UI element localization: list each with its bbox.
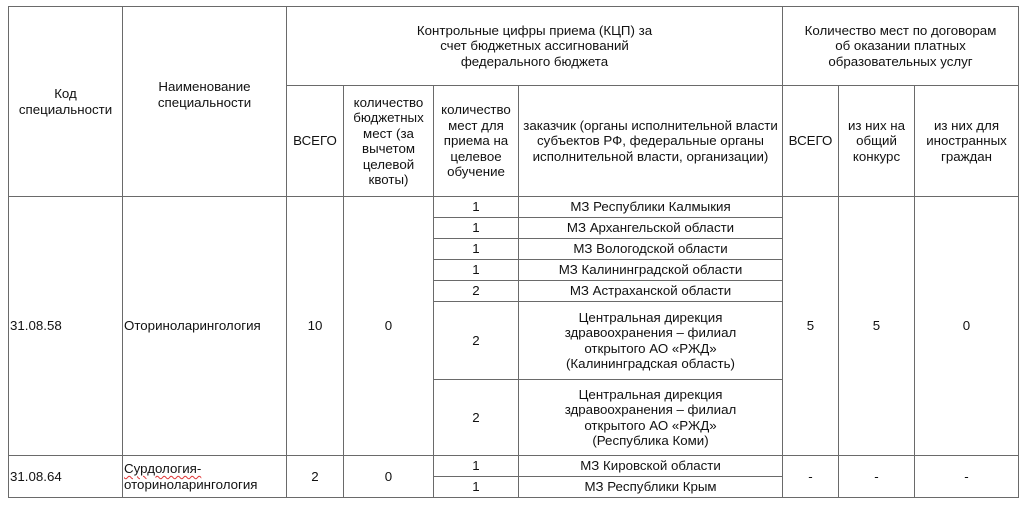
target-customer: МЗ Республики Крым bbox=[518, 476, 783, 498]
specialty-name-part2: оториноларингология bbox=[124, 476, 258, 492]
target-count: 2 bbox=[433, 301, 519, 380]
target-customer: МЗ Вологодской области bbox=[518, 238, 783, 260]
target-count: 1 bbox=[433, 455, 519, 477]
target-count: 2 bbox=[433, 280, 519, 302]
kcp-budget: 0 bbox=[343, 196, 434, 456]
target-customer: МЗ Республики Калмыкия bbox=[518, 196, 783, 218]
header-name: Наименование специальности bbox=[122, 6, 287, 197]
header-kcp-group: Контрольные цифры приема (КЦП) за счет б… bbox=[286, 6, 783, 86]
target-count: 1 bbox=[433, 196, 519, 218]
admission-table: Код специальности Наименование специальн… bbox=[8, 6, 1019, 498]
specialty-name: Сурдология-оториноларингология bbox=[122, 455, 287, 498]
paid-foreign: - bbox=[914, 455, 1019, 498]
header-paid-group: Количество мест по договорам об оказании… bbox=[782, 6, 1019, 86]
specialty-name: Оториноларингология bbox=[122, 196, 287, 456]
table-row: 31.08.58 Оториноларингология 10 0 1 МЗ Р… bbox=[8, 196, 1019, 456]
target-count: 1 bbox=[433, 476, 519, 498]
table-row: 2 МЗ Астраханской области bbox=[9, 280, 1019, 302]
target-customer: МЗ Кировской области bbox=[518, 455, 783, 477]
header-code: Код специальности bbox=[8, 6, 123, 197]
table-row: 2 Центральная дирекция здравоохранения –… bbox=[9, 379, 1019, 456]
paid-general: 5 bbox=[838, 196, 915, 456]
header-kcp-group-text: Контрольные цифры приема (КЦП) за счет б… bbox=[416, 22, 653, 69]
table-row: 31.08.64 Сурдология-оториноларингология … bbox=[8, 455, 1019, 498]
target-count: 1 bbox=[433, 217, 519, 239]
kcp-budget: 0 bbox=[343, 455, 434, 498]
target-count: 1 bbox=[433, 238, 519, 260]
header-kcp-customer: заказчик (органы исполнительной власти с… bbox=[518, 85, 783, 197]
header-paid-total: ВСЕГО bbox=[782, 85, 839, 197]
header-kcp-target: количество мест для приема на целевое об… bbox=[433, 85, 519, 197]
specialty-name-part1: Сурдология- bbox=[124, 461, 202, 476]
paid-general: - bbox=[838, 455, 915, 498]
target-customer: Центральная дирекция здравоохранения – ф… bbox=[518, 301, 783, 380]
target-customer: МЗ Астраханской области bbox=[518, 280, 783, 302]
kcp-total: 10 bbox=[286, 196, 344, 456]
specialty-code: 31.08.58 bbox=[8, 196, 123, 456]
target-count: 2 bbox=[433, 379, 519, 456]
table-row: 1 МЗ Вологодской области bbox=[9, 238, 1019, 260]
target-customer: МЗ Архангельской области bbox=[518, 217, 783, 239]
target-count: 1 bbox=[433, 259, 519, 281]
header-kcp-total: ВСЕГО bbox=[286, 85, 344, 197]
paid-total: - bbox=[782, 455, 839, 498]
paid-total: 5 bbox=[782, 196, 839, 456]
header-kcp-budget: количество бюджетных мест (за вычетом це… bbox=[343, 85, 434, 197]
kcp-total: 2 bbox=[286, 455, 344, 498]
target-customer: Центральная дирекция здравоохранения – ф… bbox=[518, 379, 783, 456]
header-paid-general: из них на общий конкурс bbox=[838, 85, 915, 197]
specialty-code: 31.08.64 bbox=[8, 455, 123, 498]
header-paid-group-text: Количество мест по договорам об оказании… bbox=[804, 22, 997, 69]
table-row: 2 Центральная дирекция здравоохранения –… bbox=[9, 301, 1019, 380]
paid-foreign: 0 bbox=[914, 196, 1019, 456]
table-row: 1 МЗ Республики Крым bbox=[9, 476, 1019, 498]
target-customer: МЗ Калининградской области bbox=[518, 259, 783, 281]
header-paid-foreign: из них для иностранных граждан bbox=[914, 85, 1019, 197]
